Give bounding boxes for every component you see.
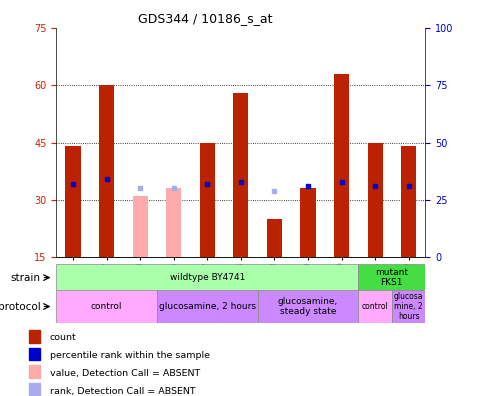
- Bar: [132, 196, 147, 257]
- Bar: [29, 330, 41, 343]
- Text: control: control: [91, 302, 122, 311]
- Bar: [391, 290, 425, 323]
- Bar: [56, 264, 358, 291]
- Text: percentile rank within the sample: percentile rank within the sample: [50, 351, 209, 360]
- Bar: [400, 147, 415, 257]
- Bar: [199, 143, 214, 257]
- Text: control: control: [361, 302, 387, 311]
- Bar: [29, 366, 41, 378]
- Bar: [166, 188, 181, 257]
- Bar: [99, 85, 114, 257]
- Bar: [266, 219, 282, 257]
- Text: rank, Detection Call = ABSENT: rank, Detection Call = ABSENT: [50, 386, 195, 396]
- Bar: [233, 93, 248, 257]
- Bar: [65, 147, 81, 257]
- Text: glucosamine,
steady state: glucosamine, steady state: [277, 297, 337, 316]
- Text: value, Detection Call = ABSENT: value, Detection Call = ABSENT: [50, 369, 200, 378]
- Text: mutant
FKS1: mutant FKS1: [375, 268, 407, 287]
- Bar: [257, 290, 358, 323]
- Text: protocol: protocol: [0, 301, 41, 312]
- Bar: [367, 143, 382, 257]
- Text: strain: strain: [10, 272, 41, 283]
- Bar: [333, 74, 348, 257]
- Bar: [358, 290, 391, 323]
- Bar: [29, 348, 41, 360]
- Bar: [358, 264, 425, 291]
- Bar: [300, 188, 315, 257]
- Text: glucosa
mine, 2
hours: glucosa mine, 2 hours: [393, 292, 423, 321]
- Text: count: count: [50, 333, 77, 342]
- Bar: [157, 290, 257, 323]
- Text: wildtype BY4741: wildtype BY4741: [169, 273, 244, 282]
- Bar: [56, 290, 157, 323]
- Bar: [29, 383, 41, 396]
- Text: glucosamine, 2 hours: glucosamine, 2 hours: [159, 302, 255, 311]
- Text: GDS344 / 10186_s_at: GDS344 / 10186_s_at: [138, 12, 272, 25]
